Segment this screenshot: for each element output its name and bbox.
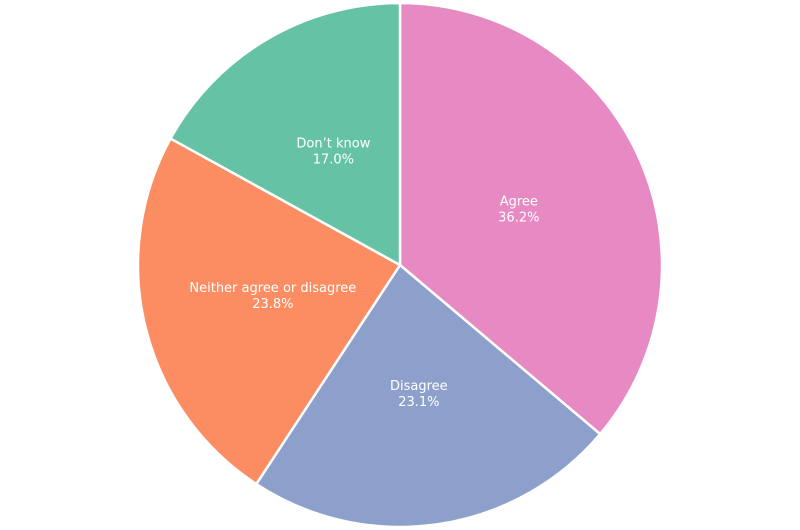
slice-label: Disagree	[390, 379, 448, 394]
slice-label: Neither agree or disagree	[189, 281, 356, 296]
pie-slice	[254, 263, 602, 529]
pie-slice	[398, 1, 664, 436]
pie-slice	[136, 136, 402, 486]
slice-label: Don’t know	[296, 137, 370, 152]
slice-value: 17.0%	[313, 153, 354, 168]
slice-value: 23.1%	[398, 395, 439, 410]
pie-slice	[168, 1, 402, 268]
slice-value: 36.2%	[498, 210, 539, 225]
slice-value: 23.8%	[252, 297, 293, 312]
slice-label: Agree	[500, 194, 538, 209]
